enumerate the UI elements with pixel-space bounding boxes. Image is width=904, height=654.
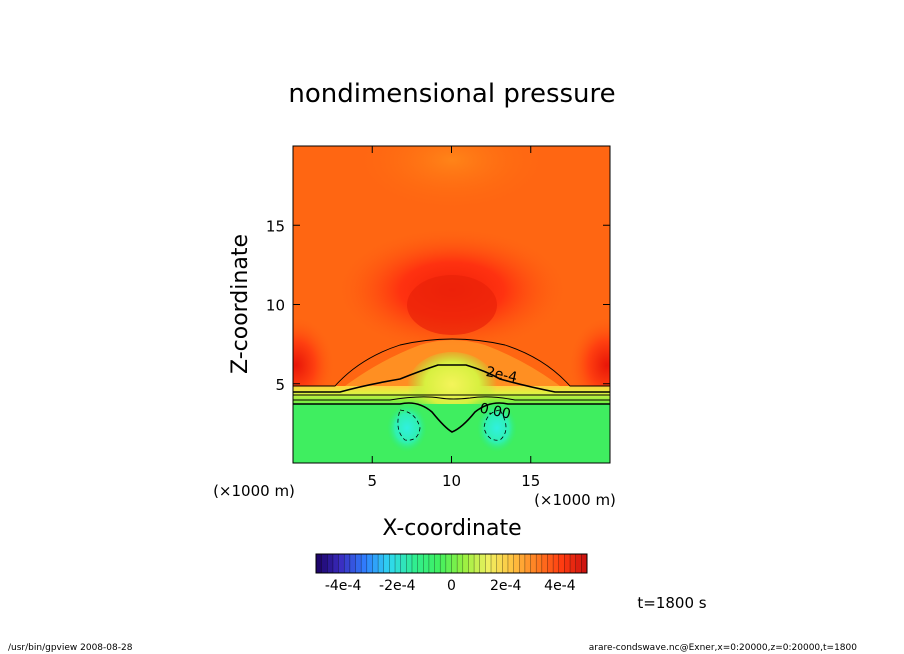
colorbar-swatch <box>406 554 413 573</box>
contour-labels: 2e-4 0.00 <box>478 364 518 423</box>
colorbar-swatch <box>395 554 401 573</box>
colorbar-swatch <box>491 554 497 573</box>
colorbar-tick-label: 0 <box>447 578 456 594</box>
colorbar-swatch <box>507 554 514 573</box>
color-field <box>293 146 610 463</box>
colorbar-swatch <box>366 554 373 573</box>
colorbar-swatch <box>541 554 548 573</box>
colorbar-frame <box>315 553 588 574</box>
colorbar-swatch <box>440 554 447 573</box>
colorbar-swatch <box>519 554 526 573</box>
colorbar-swatch <box>575 554 582 573</box>
colorbar-swatch <box>496 554 503 573</box>
colorbar-swatch <box>479 554 486 573</box>
colorbar-swatch <box>524 554 531 573</box>
colorbar-swatch <box>349 554 356 573</box>
colorbar-swatch <box>361 554 368 573</box>
y-tick-label: 5 <box>275 376 285 394</box>
y-tick-label: 10 <box>266 297 285 315</box>
x-tick-label: 15 <box>521 472 540 490</box>
colorbar-tick-label: -4e-4 <box>325 578 362 594</box>
colorbar-swatch <box>423 554 430 573</box>
colorbar-tick-labels: -4e-4 -2e-4 0 2e-4 4e-4 <box>325 578 576 594</box>
colorbar-swatch <box>513 554 520 573</box>
colorbar-swatch <box>474 554 480 573</box>
colorbar-swatch <box>321 554 328 573</box>
y-tick-labels: 5 10 15 <box>266 217 285 394</box>
colorbar <box>315 554 588 573</box>
colorbar-swatch <box>581 554 588 573</box>
colorbar-swatch <box>530 554 537 573</box>
colorbar-swatch <box>389 554 396 573</box>
time-label: t=1800 s <box>637 594 706 612</box>
x-axis-unit: (×1000 m) <box>534 491 616 509</box>
colorbar-swatch <box>468 554 475 573</box>
colorbar-tick-label: -2e-4 <box>379 578 416 594</box>
colorbar-tick-label: 4e-4 <box>544 578 576 594</box>
colorbar-swatch <box>428 554 435 573</box>
colorbar-swatch <box>372 554 379 573</box>
colorbar-swatch <box>327 554 334 573</box>
colorbar-swatch <box>332 554 339 573</box>
contour-label: 2e-4 <box>484 364 518 386</box>
colorbar-swatch <box>344 554 351 573</box>
footer-left: /usr/bin/gpview 2008-08-28 <box>8 643 133 653</box>
colorbar-swatch <box>451 554 458 573</box>
colorbar-swatch <box>411 554 418 573</box>
colorbar-swatch <box>400 554 407 573</box>
chart-title: nondimensional pressure <box>288 79 615 109</box>
y-axis-label: Z-coordinate <box>228 234 253 374</box>
colorbar-swatch <box>338 554 345 573</box>
colorbar-swatch <box>417 554 424 573</box>
y-tick-label: 15 <box>266 217 285 235</box>
colorbar-tick-label: 2e-4 <box>490 578 522 594</box>
colorbar-swatch <box>547 554 554 573</box>
x-tick-label: 10 <box>442 472 461 490</box>
colorbar-swatch <box>570 554 576 573</box>
colorbar-swatch <box>485 554 492 573</box>
colorbar-swatch <box>457 554 463 573</box>
y-axis-unit: (×1000 m) <box>213 482 295 500</box>
colorbar-swatch <box>316 554 322 573</box>
footer-right: arare-condswave.nc@Exner,x=0:20000,z=0:2… <box>589 643 858 653</box>
colorbar-swatch <box>564 554 571 573</box>
colorbar-swatch <box>502 554 509 573</box>
axis-ticks <box>293 146 610 463</box>
x-tick-labels: 5 10 15 <box>367 472 540 490</box>
contour-label: 0.00 <box>478 400 512 422</box>
colorbar-swatch <box>536 554 543 573</box>
colorbar-swatch <box>355 554 362 573</box>
x-axis-label: X-coordinate <box>382 516 521 541</box>
colorbar-swatch <box>445 554 452 573</box>
colorbar-swatch <box>553 554 559 573</box>
colorbar-swatch <box>558 554 565 573</box>
colorbar-swatch <box>434 554 441 573</box>
colorbar-swatch <box>378 554 384 573</box>
colorbar-swatch <box>383 554 390 573</box>
colorbar-swatch <box>462 554 469 573</box>
x-tick-label: 5 <box>367 472 377 490</box>
